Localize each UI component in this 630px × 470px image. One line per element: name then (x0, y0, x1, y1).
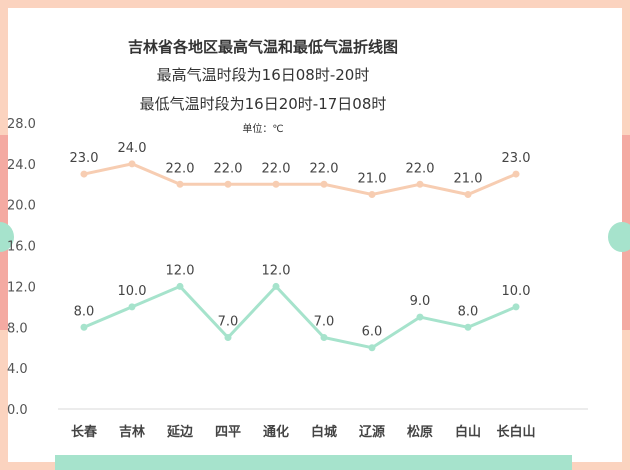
data-label-min: 9.0 (410, 294, 431, 309)
y-tick-label: 24.0 (7, 158, 36, 173)
data-point-min (80, 323, 88, 331)
data-point-max (272, 180, 280, 188)
x-tick-label: 四平 (215, 425, 241, 440)
data-point-min (416, 313, 424, 321)
data-point-max (512, 170, 520, 178)
x-tick-label: 辽源 (359, 424, 385, 440)
data-point-max (464, 191, 472, 198)
data-label-max: 23.0 (70, 151, 99, 166)
data-point-min (368, 344, 376, 352)
data-label-min: 7.0 (218, 315, 239, 330)
data-label-min: 10.0 (502, 284, 531, 299)
x-tick-label: 白城 (311, 424, 337, 440)
y-tick-label: 8.0 (7, 321, 28, 336)
x-tick-label: 长白山 (496, 424, 535, 440)
x-tick-label: 松原 (407, 424, 433, 440)
chart-title: 吉林省各地区最高气温和最低气温折线图 (127, 38, 398, 56)
data-point-max (416, 180, 424, 188)
data-label-max: 22.0 (262, 161, 291, 176)
data-point-min (128, 303, 136, 311)
data-point-max (176, 180, 184, 188)
data-label-max: 22.0 (214, 161, 243, 176)
data-label-max: 22.0 (406, 161, 435, 176)
x-tick-label: 长春 (71, 424, 98, 440)
data-label-min: 10.0 (118, 284, 147, 299)
data-point-max (80, 170, 88, 178)
data-point-min (512, 303, 520, 311)
y-tick-label: 28.0 (7, 117, 36, 132)
series-line-max (83, 162, 517, 197)
data-point-min (272, 282, 280, 290)
data-point-min (176, 282, 184, 290)
y-tick-label: 4.0 (7, 362, 28, 377)
data-label-max: 22.0 (310, 161, 339, 176)
data-label-min: 7.0 (314, 315, 335, 330)
x-tick-label: 吉林 (119, 424, 145, 440)
data-label-min: 12.0 (166, 263, 195, 278)
data-label-max: 23.0 (502, 151, 531, 166)
data-label-min: 8.0 (74, 304, 95, 319)
data-point-max (224, 180, 232, 188)
chart-subtitle-1: 最高气温时段为16日08时-20时 (156, 66, 370, 84)
data-point-max (320, 180, 328, 188)
series-line-min (83, 284, 517, 350)
y-tick-label: 12.0 (7, 280, 36, 295)
x-tick-label: 通化 (263, 424, 289, 440)
left-decor-dot (0, 222, 14, 252)
data-point-min (464, 323, 472, 331)
chart-subtitle-2: 最低气温时段为16日20时-17日08时 (139, 95, 387, 113)
data-label-min: 6.0 (362, 325, 383, 340)
data-point-max (128, 160, 136, 168)
data-label-max: 21.0 (454, 172, 483, 187)
x-tick-label: 延边 (166, 424, 194, 440)
y-tick-label: 16.0 (7, 240, 36, 255)
bottom-decor-bar (55, 455, 572, 470)
y-tick-label: 0.0 (7, 403, 28, 418)
data-point-min (224, 334, 232, 341)
data-point-max (368, 191, 376, 198)
data-point-min (320, 334, 328, 341)
chart-panel (8, 8, 622, 462)
data-label-max: 21.0 (358, 172, 387, 187)
data-label-max: 24.0 (118, 141, 147, 156)
y-tick-label: 20.0 (7, 199, 36, 214)
data-label-max: 22.0 (166, 161, 195, 176)
unit-label: 单位：℃ (242, 124, 284, 135)
right-decor-dot (608, 222, 630, 252)
data-label-min: 12.0 (262, 263, 291, 278)
data-label-min: 8.0 (458, 304, 479, 319)
x-tick-label: 白山 (455, 424, 481, 440)
